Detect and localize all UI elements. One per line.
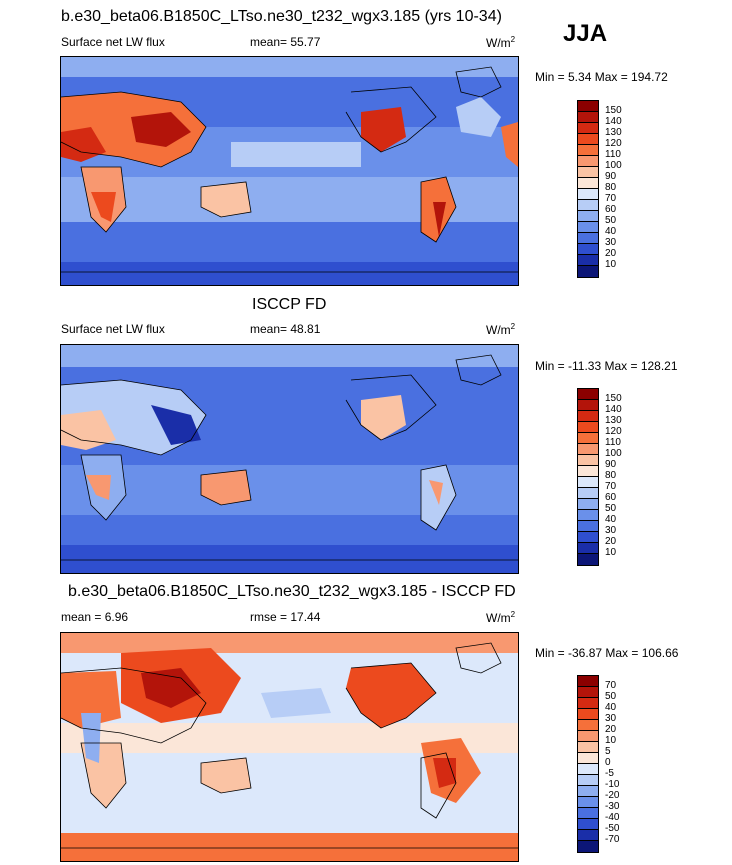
colorbar-tick: 80: [605, 182, 617, 193]
colorbar-tick: 120: [605, 138, 622, 149]
colorbar-tick: 70: [605, 481, 617, 492]
map-model: [60, 56, 519, 286]
colorbar-tick: 150: [605, 393, 622, 404]
colorbar-tick: 30: [605, 525, 617, 536]
colorbar-tick: 100: [605, 448, 622, 459]
panel-mean-model: mean= 55.77: [250, 35, 321, 49]
colorbar-tick: 40: [605, 514, 617, 525]
colorbar-diff: [577, 675, 599, 853]
colorbar-tick: -50: [605, 823, 620, 834]
colorbar-tick: 50: [605, 691, 617, 702]
colorbar-tick: 130: [605, 127, 622, 138]
colorbar-tick: 120: [605, 426, 622, 437]
colorbar-tick: 40: [605, 226, 617, 237]
colorbar-tick: 20: [605, 248, 617, 259]
colorbar-tick: 20: [605, 536, 617, 547]
colorbar-tick: 50: [605, 503, 617, 514]
colorbar-tick: 0: [605, 757, 611, 768]
colorbar-tick: 30: [605, 237, 617, 248]
colorbar-tick: -20: [605, 790, 620, 801]
colorbar-tick: 150: [605, 105, 622, 116]
panel-units-model: W/m2: [486, 35, 516, 50]
colorbar-tick: 40: [605, 702, 617, 713]
panel-mean-obs: mean= 48.81: [250, 322, 321, 336]
panel-title-model: b.e30_beta06.B1850C_LTso.ne30_t232_wgx3.…: [61, 8, 502, 25]
panel-title-diff: b.e30_beta06.B1850C_LTso.ne30_t232_wgx3.…: [68, 583, 516, 600]
panel-rmse-diff: rmse = 17.44: [250, 610, 321, 624]
panel-mean-diff: mean = 6.96: [61, 610, 129, 624]
colorbar-tick: 80: [605, 470, 617, 481]
colorbar-tick: -40: [605, 812, 620, 823]
panel-minmax-model: Min = 5.34 Max = 194.72: [535, 70, 668, 84]
colorbar-tick: 70: [605, 680, 617, 691]
colorbar-obs: [577, 388, 599, 566]
panel-units-obs: W/m2: [486, 322, 516, 337]
colorbar-tick: -10: [605, 779, 620, 790]
colorbar-model: [577, 100, 599, 278]
panel-minmax-diff: Min = -36.87 Max = 106.66: [535, 646, 679, 660]
colorbar-tick: 110: [605, 149, 621, 160]
map-diff: [60, 632, 519, 862]
colorbar-tick: 70: [605, 193, 617, 204]
colorbar-tick: 10: [605, 547, 617, 558]
colorbar-tick: -70: [605, 834, 620, 845]
colorbar-tick: 60: [605, 204, 617, 215]
colorbar-tick: 20: [605, 724, 617, 735]
colorbar-tick: -30: [605, 801, 620, 812]
colorbar-tick: -5: [605, 768, 614, 779]
colorbar-tick: 10: [605, 735, 617, 746]
colorbar-tick: 10: [605, 259, 617, 270]
colorbar-tick: 5: [605, 746, 611, 757]
panel-left-label-obs: Surface net LW flux: [61, 322, 165, 336]
colorbar-tick: 60: [605, 492, 617, 503]
colorbar-tick: 130: [605, 415, 622, 426]
colorbar-tick: 50: [605, 215, 617, 226]
colorbar-tick: 90: [605, 171, 617, 182]
panel-left-label-model: Surface net LW flux: [61, 35, 165, 49]
panel-title-obs: ISCCP FD: [252, 296, 327, 313]
panel-minmax-obs: Min = -11.33 Max = 128.21: [535, 359, 678, 373]
colorbar-tick: 140: [605, 404, 622, 415]
colorbar-tick: 30: [605, 713, 617, 724]
colorbar-tick: 100: [605, 160, 622, 171]
panel-units-diff: W/m2: [486, 610, 516, 625]
colorbar-tick: 110: [605, 437, 621, 448]
colorbar-tick: 140: [605, 116, 622, 127]
season-label: JJA: [563, 20, 608, 47]
map-obs: [60, 344, 519, 574]
colorbar-tick: 90: [605, 459, 617, 470]
